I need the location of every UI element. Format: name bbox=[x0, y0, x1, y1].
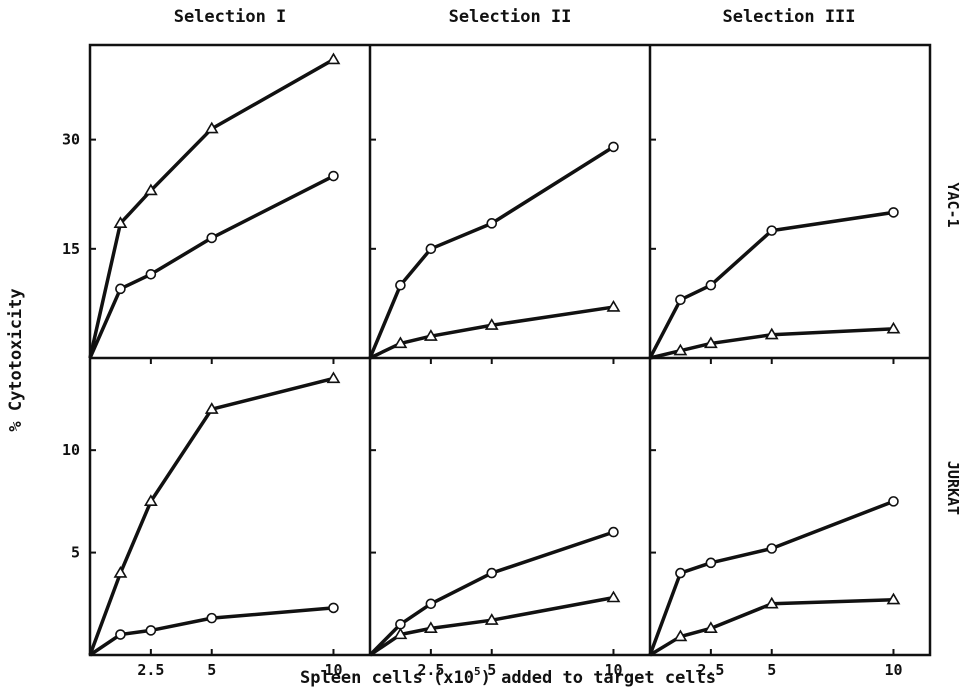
data-point-triangle bbox=[204, 121, 219, 134]
row-label-jurkat: JURKAT bbox=[944, 461, 962, 515]
series-line-circle bbox=[648, 499, 895, 656]
x-tick-label: 5 bbox=[767, 661, 776, 679]
data-point-circle bbox=[705, 557, 717, 569]
x-tick-label: 10 bbox=[324, 661, 342, 679]
data-point-triangle bbox=[606, 590, 621, 603]
x-tick-label: 5 bbox=[487, 661, 496, 679]
data-point-circle bbox=[486, 567, 498, 579]
column-title-selection-3: Selection III bbox=[722, 7, 855, 27]
data-point-triangle bbox=[673, 343, 688, 356]
x-tick-label: 10 bbox=[884, 661, 902, 679]
series-line-triangle bbox=[369, 305, 614, 360]
data-point-triangle bbox=[143, 494, 158, 507]
y-tick-label: 10 bbox=[62, 441, 80, 459]
data-point-triangle bbox=[764, 327, 779, 340]
series-line-circle bbox=[368, 530, 615, 657]
data-point-triangle bbox=[423, 329, 438, 341]
x-tick-label: 5 bbox=[207, 661, 216, 679]
data-point-circle bbox=[888, 207, 899, 218]
data-point-triangle bbox=[393, 336, 408, 349]
data-point-triangle bbox=[326, 371, 341, 384]
y-tick-label: 5 bbox=[71, 544, 80, 562]
x-axis-label: Spleen cells (x105) added to target cell… bbox=[300, 665, 716, 688]
y-axis-label: % Cytotoxicity bbox=[6, 288, 26, 431]
data-point-circle bbox=[115, 629, 126, 640]
data-point-triangle bbox=[113, 565, 128, 578]
data-point-circle bbox=[145, 625, 157, 636]
y-tick-label: 30 bbox=[62, 131, 80, 149]
x-tick-label: 2.5 bbox=[697, 661, 724, 679]
data-point-triangle bbox=[113, 216, 128, 228]
data-point-circle bbox=[766, 225, 778, 236]
data-point-circle bbox=[425, 598, 437, 610]
data-point-triangle bbox=[326, 52, 341, 65]
data-point-circle bbox=[328, 602, 339, 614]
data-point-circle bbox=[425, 243, 437, 255]
x-tick-label: 10 bbox=[604, 661, 622, 679]
data-point-circle bbox=[206, 612, 218, 624]
data-point-triangle bbox=[886, 321, 901, 334]
data-point-circle bbox=[705, 279, 717, 291]
data-point-circle bbox=[206, 232, 218, 244]
data-point-triangle bbox=[764, 596, 779, 609]
column-title-selection-2: Selection II bbox=[449, 7, 572, 27]
data-point-circle bbox=[888, 496, 899, 507]
data-point-circle bbox=[486, 218, 498, 229]
data-point-circle bbox=[675, 567, 686, 579]
data-point-triangle bbox=[606, 299, 621, 312]
data-point-triangle bbox=[484, 613, 499, 625]
series-line-triangle bbox=[369, 595, 614, 657]
plot-border bbox=[88, 43, 932, 657]
data-marks bbox=[88, 52, 901, 657]
data-point-circle bbox=[608, 141, 619, 153]
data-point-triangle bbox=[703, 336, 718, 349]
x-tick-label: 2.5 bbox=[137, 661, 164, 679]
y-tick-label: 15 bbox=[62, 240, 80, 258]
series-line-circle bbox=[88, 174, 335, 359]
column-title-selection-1: Selection I bbox=[174, 7, 287, 27]
panel-frame bbox=[88, 43, 932, 657]
data-point-triangle bbox=[703, 621, 718, 634]
data-point-triangle bbox=[204, 402, 219, 414]
data-point-triangle bbox=[673, 629, 688, 642]
row-labels: YAC-1 JURKAT bbox=[944, 182, 962, 515]
data-point-circle bbox=[608, 526, 619, 538]
data-point-triangle bbox=[484, 318, 499, 330]
column-titles: Selection I Selection II Selection III bbox=[174, 7, 856, 27]
data-point-circle bbox=[145, 268, 157, 280]
row-label-yac1: YAC-1 bbox=[944, 182, 962, 227]
data-point-circle bbox=[675, 294, 686, 306]
data-point-triangle bbox=[423, 621, 438, 634]
axis-ticks: 15 30 5 10 2.5 5 10 2.5 5 10 2.5 5 10 bbox=[62, 131, 903, 679]
series-line-triangle bbox=[88, 58, 335, 359]
data-point-triangle bbox=[143, 183, 158, 196]
data-point-circle bbox=[395, 618, 406, 630]
data-point-circle bbox=[766, 543, 778, 554]
data-point-circle bbox=[395, 279, 406, 291]
data-point-circle bbox=[328, 170, 339, 182]
data-point-circle bbox=[115, 283, 126, 295]
data-point-triangle bbox=[393, 627, 408, 640]
x-tick-label: 2.5 bbox=[417, 661, 444, 679]
data-point-triangle bbox=[886, 592, 901, 605]
